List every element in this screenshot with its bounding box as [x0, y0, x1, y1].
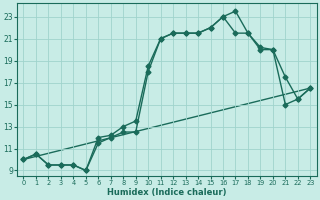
- X-axis label: Humidex (Indice chaleur): Humidex (Indice chaleur): [107, 188, 227, 197]
